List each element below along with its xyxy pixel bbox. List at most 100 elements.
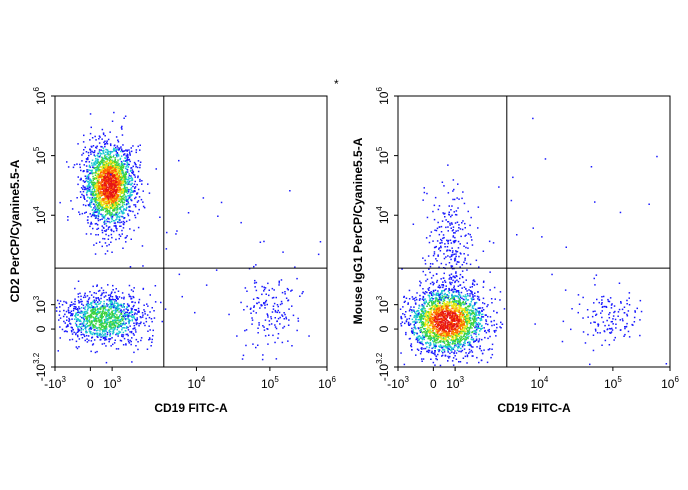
event-dot: [429, 282, 432, 285]
event-dot: [125, 207, 128, 209]
event-dot: [130, 331, 133, 334]
event-dot: [410, 344, 412, 347]
event-dot: [133, 313, 136, 316]
event-dot: [478, 338, 481, 340]
event-dot: [94, 301, 96, 303]
event-dot: [106, 299, 108, 301]
event-dot: [98, 298, 100, 300]
event-dot: [472, 294, 474, 296]
event-dot: [117, 155, 120, 157]
event-dot: [435, 294, 438, 296]
event-dot: [90, 181, 93, 183]
event-dot: [108, 220, 110, 223]
event-dot: [71, 208, 74, 210]
event-dot: [94, 198, 96, 200]
event-dot: [92, 194, 94, 196]
event-dot: [124, 188, 127, 190]
event-dot: [103, 176, 105, 178]
event-dot: [108, 154, 110, 156]
event-dot: [88, 316, 90, 319]
event-dot: [128, 183, 130, 185]
event-dot: [442, 320, 445, 322]
event-dot: [116, 162, 118, 164]
event-dot: [117, 306, 119, 308]
event-dot: [91, 182, 93, 184]
event-dot: [82, 325, 85, 327]
event-dot: [98, 299, 101, 302]
event-dot: [273, 302, 276, 305]
event-dot: [99, 183, 102, 185]
event-dot: [99, 154, 101, 157]
event-dot: [99, 169, 102, 171]
event-dot: [116, 183, 118, 185]
event-dot: [107, 294, 110, 296]
event-dot: [256, 302, 258, 305]
event-dot: [128, 322, 130, 325]
event-dot: [121, 125, 123, 128]
event-dot: [74, 303, 76, 305]
event-dot: [139, 144, 141, 146]
event-dot: [118, 163, 120, 165]
event-dot: [98, 192, 100, 194]
event-dot: [141, 316, 144, 318]
event-dot: [128, 189, 130, 191]
event-dot: [107, 165, 110, 167]
event-dot: [99, 203, 101, 206]
event-dot: [89, 201, 91, 204]
event-dot: [76, 325, 78, 327]
event-dot: [105, 204, 107, 207]
event-dot: [114, 186, 116, 188]
event-dot: [461, 325, 464, 328]
event-dot: [97, 320, 99, 322]
event-dot: [113, 324, 116, 327]
event-dot: [105, 325, 107, 327]
event-dot: [109, 143, 112, 145]
event-dot: [99, 319, 101, 322]
event-dot: [463, 338, 465, 340]
event-dot: [457, 339, 459, 342]
event-dot: [240, 221, 242, 224]
event-dot: [90, 309, 92, 312]
event-dot: [98, 138, 100, 140]
event-dot: [178, 159, 180, 162]
event-dot: [65, 302, 68, 304]
event-dot: [125, 189, 127, 192]
event-dot: [468, 330, 470, 332]
y-axis-label-left: CD2 PerCP/Cyanine5.5-A: [8, 159, 22, 302]
event-dot: [109, 185, 111, 187]
event-dot: [123, 317, 126, 319]
event-dot: [90, 312, 93, 314]
event-dot: [120, 201, 122, 204]
event-dot: [488, 330, 490, 333]
event-dot: [119, 215, 121, 218]
event-dot: [121, 211, 123, 214]
event-dot: [434, 321, 437, 323]
event-dot: [112, 343, 114, 346]
event-dot: [70, 312, 73, 315]
event-dot: [277, 317, 280, 320]
event-dot: [106, 210, 108, 212]
event-dot: [129, 339, 131, 342]
event-dot: [421, 298, 424, 300]
event-dot: [458, 361, 460, 363]
event-dot: [112, 176, 114, 178]
event-dot: [98, 197, 100, 199]
event-dot: [119, 147, 121, 149]
event-dot: [267, 282, 269, 285]
event-dot: [101, 204, 104, 207]
event-dot: [122, 184, 125, 186]
event-dot: [425, 300, 427, 302]
event-dot: [113, 303, 115, 306]
event-dot: [137, 176, 139, 179]
event-dot: [78, 306, 80, 308]
event-dot: [257, 344, 259, 346]
event-dot: [463, 318, 466, 320]
event-dot: [100, 175, 102, 178]
event-dot: [433, 335, 435, 338]
event-dot: [151, 320, 153, 323]
event-dot: [113, 201, 115, 204]
event-dot: [117, 139, 119, 141]
event-dot: [441, 355, 443, 357]
event-dot: [117, 298, 119, 300]
event-dot: [83, 334, 85, 336]
